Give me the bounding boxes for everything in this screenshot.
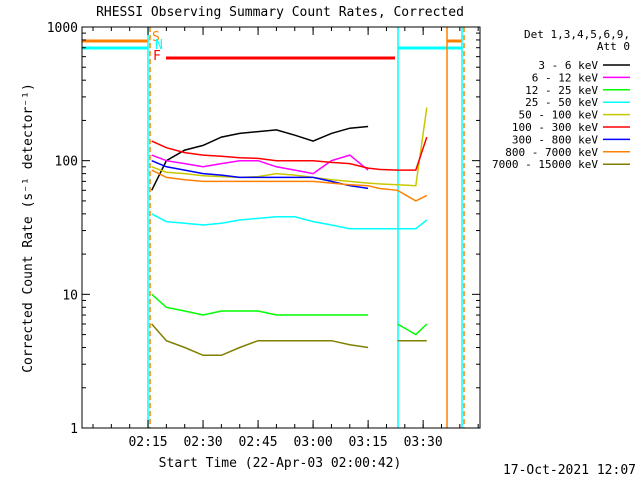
x-tick-label: 02:45 [239, 435, 278, 450]
y-tick-label: 100 [55, 155, 78, 170]
plot-frame [81, 26, 481, 429]
legend-label: 3 - 6 keV [538, 59, 598, 72]
flag-label: S [152, 30, 160, 45]
flag-label: N [155, 38, 163, 53]
x-tick-label: 03:15 [349, 435, 388, 450]
x-tick-label: 03:30 [404, 435, 443, 450]
legend-label: 800 - 7000 keV [505, 146, 598, 159]
series-line [151, 213, 428, 230]
series-line [151, 293, 428, 336]
boundaries [147, 27, 465, 428]
legend-label: 300 - 800 keV [512, 133, 598, 146]
x-tick-label: 02:15 [128, 435, 167, 450]
series-line [151, 169, 428, 202]
y-axis-label: Corrected Count Rate (s⁻¹ detector⁻¹) [21, 83, 36, 373]
x-tick-label: 02:30 [183, 435, 222, 450]
legend-label: 50 - 100 keV [519, 109, 599, 122]
legend-title: Att 0 [597, 40, 630, 53]
series-line [151, 160, 369, 190]
y-tick-label: 1 [70, 422, 78, 437]
series-line [151, 154, 369, 175]
legend-label: 25 - 50 keV [525, 96, 598, 109]
legend-label: 100 - 300 keV [512, 121, 598, 134]
y-tick-label: 1000 [47, 21, 78, 36]
legend-label: 6 - 12 keV [532, 71, 599, 84]
timestamp: 17-Oct-2021 12:07 [503, 463, 636, 478]
legend-title: Det 1,3,4,5,6,9, [524, 28, 630, 41]
chart-title: RHESSI Observing Summary Count Rates, Co… [96, 5, 464, 20]
series-line [151, 107, 428, 187]
series-line [151, 136, 428, 171]
y-tick-label: 10 [62, 288, 78, 303]
x-tick-label: 03:00 [294, 435, 333, 450]
legend-label: 12 - 25 keV [525, 84, 598, 97]
legend-label: 7000 - 15000 keV [492, 158, 598, 171]
series-line [151, 125, 369, 191]
flag-bars [82, 39, 462, 60]
x-axis-label: Start Time (22-Apr-03 02:00:42) [159, 456, 402, 471]
flag-label: F [153, 49, 161, 64]
series-line [151, 323, 427, 357]
